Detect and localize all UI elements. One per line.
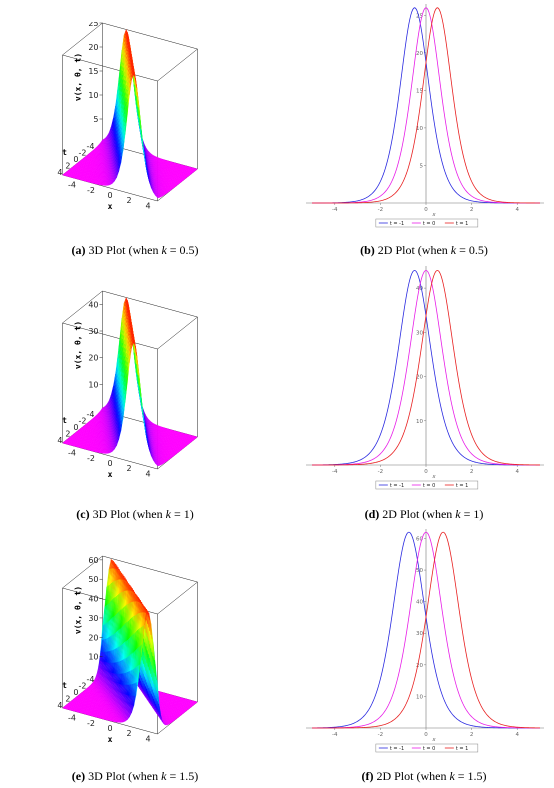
plot2d-d: -4 -2 0 2 4 10 20 30 40 x t = -1 t = 0 t = 1: [290, 262, 554, 490]
series-line-3: [312, 7, 540, 204]
x-tick-label: -2: [378, 469, 383, 475]
box-edge: [157, 316, 198, 350]
line-plot-b: -4 -2 0 2 4 5 10 15 20 25 x t = -1 t = 0 t = 1: [306, 4, 544, 228]
x-axis-label: x: [431, 474, 436, 480]
x-tick-label: 0: [107, 459, 112, 468]
box-edge: [102, 555, 198, 583]
legend-label-2: t = 0: [423, 483, 436, 489]
z-axis-label: v(x, θ, t): [74, 53, 83, 101]
legend-label-3: t = 1: [456, 221, 469, 227]
x-tick-label: -2: [87, 454, 95, 463]
legend-box: [375, 480, 479, 490]
caption-b: (b) 2D Plot (when k = 0.5): [360, 243, 488, 257]
caption-a: (a) 3D Plot (when k = 0.5): [71, 243, 199, 257]
x-tick-label: 4: [515, 469, 519, 475]
surface-mesh: [62, 558, 198, 726]
y-tick-label: 20: [416, 51, 423, 57]
box-edge: [102, 290, 198, 318]
x-tick-label: 4: [515, 207, 519, 213]
legend-label-1: t = -1: [390, 483, 404, 489]
x-axis-label: x: [431, 212, 436, 218]
x-tick-label: 0: [107, 191, 112, 200]
caption-d: (d) 2D Plot (when k = 1): [364, 507, 484, 521]
caption-c: (c) 3D Plot (when k = 1): [76, 507, 194, 521]
y-tick-label: 5: [420, 163, 424, 169]
x-tick-label: -4: [332, 469, 338, 475]
t-tick-label: 2: [65, 429, 70, 438]
y-tick-label: 10: [416, 419, 423, 425]
x-tick-label: -2: [378, 207, 383, 213]
z-tick-label: 40: [88, 300, 98, 309]
x-tick-label: 2: [126, 196, 131, 205]
legend-label-1: t = -1: [390, 221, 404, 227]
t-tick-label: 0: [73, 155, 78, 164]
y-tick-label: 15: [416, 88, 423, 94]
y-tick-label: 20: [416, 375, 423, 381]
series-line-2: [312, 269, 540, 466]
x-tick-label: 4: [145, 201, 150, 210]
y-tick-label: 40: [416, 286, 423, 292]
surface-mesh: [62, 297, 198, 466]
z-tick-label: 15: [88, 67, 98, 76]
t-axis-label: t: [62, 148, 67, 157]
legend-label-3: t = 1: [456, 483, 469, 489]
z-axis-label: v(x, θ, t): [74, 321, 83, 369]
plot3d-e: 60 50 40 30 20 10 -4 -2 0 2 4 -4 -2 0 2 4 v(x, θ, t) t x: [10, 555, 260, 765]
plot3d-c: 40 30 20 10 -4 -2 0 2 4 -4 -2 0 2 4 v(x, θ, t) t x: [10, 290, 260, 500]
z-tick-label: 5: [93, 115, 98, 124]
legend-box: [375, 218, 479, 228]
z-tick-label: 30: [88, 327, 98, 336]
z-tick-label: 20: [88, 354, 98, 363]
t-tick-label: 4: [57, 436, 62, 445]
series-line-3: [312, 269, 541, 466]
z-tick-label: 10: [88, 91, 98, 100]
x-tick-label: 0: [424, 207, 428, 213]
line-plot-d: -4 -2 0 2 4 10 20 30 40 x t = -1 t = 0 t = 1: [306, 266, 544, 490]
box-edge: [62, 322, 158, 350]
t-tick-label: -2: [79, 149, 87, 158]
surface-facet: [62, 442, 67, 444]
x-tick-label: 2: [470, 469, 474, 475]
z-tick-label: 10: [88, 380, 98, 389]
t-tick-label: -4: [87, 142, 95, 151]
surface-facet: [62, 174, 67, 176]
box-edge: [157, 581, 198, 615]
t-tick-label: 0: [73, 423, 78, 432]
box-edge: [62, 290, 103, 324]
legend-label-2: t = 0: [423, 221, 436, 227]
box-edge: [62, 22, 103, 56]
x-tick-label: -4: [68, 181, 76, 190]
x-tick-label: 2: [126, 464, 131, 473]
plot2d-b: -4 -2 0 2 4 5 10 15 20 25 x t = -1 t = 0 t = 1: [290, 0, 554, 228]
x-tick-label: 2: [470, 207, 474, 213]
y-tick-label: 30: [416, 330, 423, 336]
t-tick-label: -2: [79, 417, 87, 426]
box-edge: [62, 555, 103, 589]
x-axis-label: x: [108, 470, 113, 479]
y-tick-label: 25: [416, 13, 423, 19]
x-tick-label: 4: [145, 469, 150, 478]
t-tick-label: 2: [65, 161, 70, 170]
x-axis-label: x: [108, 202, 113, 211]
x-tick-label: -2: [87, 186, 95, 195]
box-edge: [157, 48, 198, 82]
x-tick-label: 0: [424, 469, 428, 475]
y-tick-label: 10: [416, 126, 423, 132]
t-tick-label: -4: [87, 410, 95, 419]
x-tick-label: -4: [68, 449, 76, 458]
z-tick-label: 20: [88, 43, 98, 52]
x-tick-label: -4: [332, 207, 338, 213]
box-edge: [62, 54, 158, 82]
t-tick-label: 4: [57, 168, 62, 177]
plot3d-a: 25 20 15 10 5 -4 -2 0 2 4 -4 -2 0 2 4 v(x, θ, t) t x: [10, 19, 260, 232]
z-tick-label: 25: [88, 22, 98, 28]
box-edge: [102, 22, 198, 50]
t-axis-label: t: [62, 416, 67, 425]
surface-mesh: [62, 29, 198, 198]
